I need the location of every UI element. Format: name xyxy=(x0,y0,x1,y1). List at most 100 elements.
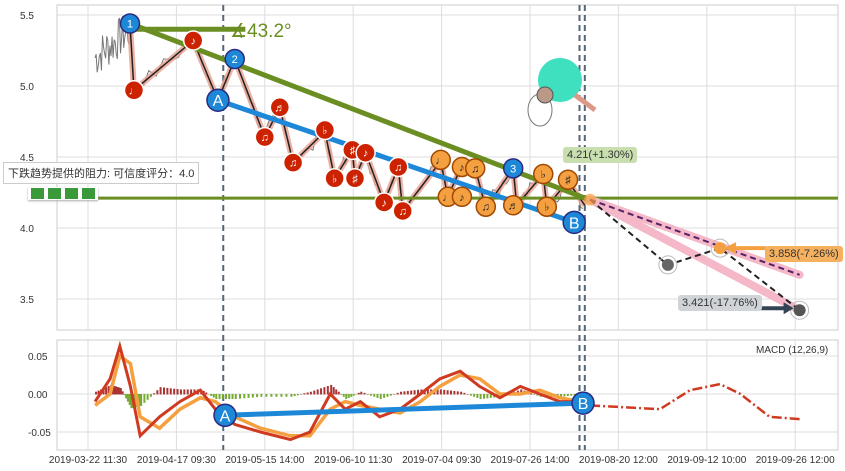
macd-histogram-bar xyxy=(153,393,156,395)
note-glyph-icon: ♯ xyxy=(565,175,571,187)
macd-wave-marker xyxy=(213,403,237,428)
macd-histogram-bar xyxy=(369,394,372,396)
macd-histogram-bar xyxy=(125,394,128,399)
macd-histogram-bar xyxy=(156,390,159,395)
macd-histogram-bar xyxy=(486,394,489,399)
x-tick-label: 2019-04-17 09:30 xyxy=(137,455,216,466)
x-tick-label: 2019-09-26 12:00 xyxy=(756,455,835,466)
macd-histogram-bar xyxy=(416,389,419,395)
wave-label-marker xyxy=(224,48,245,70)
macd-histogram-bar xyxy=(143,394,146,403)
note-glyph-icon: ♭ xyxy=(544,202,549,214)
wave-label-marker xyxy=(562,210,586,235)
note-marker xyxy=(388,156,409,178)
note-marker xyxy=(475,196,497,217)
wave-label: B xyxy=(569,215,580,232)
macd-histogram-bar xyxy=(231,394,234,400)
badge-icon xyxy=(82,188,95,199)
macd-histogram-bar xyxy=(363,392,366,395)
macd-histogram-bar xyxy=(210,394,213,397)
macd-histogram-bar xyxy=(251,394,254,398)
macd-line xyxy=(93,340,581,442)
macd-histogram-bar xyxy=(352,394,355,396)
paddle-handle-icon xyxy=(573,93,597,112)
macd-histogram-bar xyxy=(234,394,237,400)
note-marker xyxy=(451,186,473,208)
macd-histogram-bar xyxy=(186,389,189,395)
note-glyph-icon: ♪ xyxy=(459,162,465,174)
target2-arrow-icon xyxy=(783,302,794,315)
target-point xyxy=(714,242,727,255)
note-glyph-icon: ♫ xyxy=(261,132,269,144)
macd-histogram-bar xyxy=(460,391,463,395)
macd-panel-frame xyxy=(56,339,839,451)
note-glyph-icon: ♭ xyxy=(541,169,546,181)
macd-histogram-bar xyxy=(316,389,319,395)
y-tick-label: 5.0 xyxy=(20,82,34,93)
note-marker xyxy=(324,168,345,189)
macd-histogram-bar xyxy=(225,394,228,400)
note-glyph-icon: ♪ xyxy=(381,197,387,209)
note-glyph-icon: ♪ xyxy=(363,148,369,160)
macd-tick-label: -0.05 xyxy=(28,428,51,439)
macd-histogram-bar xyxy=(114,386,117,395)
macd-histogram-bar xyxy=(560,394,563,397)
x-tick-label: 2019-08-20 12:00 xyxy=(579,455,658,466)
target-point xyxy=(793,304,806,317)
wave-label-marker xyxy=(119,13,141,34)
macd-histogram-bar xyxy=(337,391,340,395)
macd-histogram-bar xyxy=(347,394,350,398)
macd-histogram-bar xyxy=(410,390,413,395)
macd-histogram-bar xyxy=(105,387,108,395)
macd-histogram-bar xyxy=(176,389,179,395)
projection-path xyxy=(589,198,801,312)
x-tick-label: 2019-09-12 10:00 xyxy=(667,455,746,466)
macd-histogram-bar xyxy=(483,394,486,399)
macd-histogram-bar xyxy=(389,394,392,396)
wave-label: A xyxy=(213,93,224,110)
macd-histogram-bar xyxy=(247,394,250,398)
macd-histogram-bar xyxy=(426,389,429,395)
macd-projection xyxy=(590,382,800,421)
macd-histogram-bar xyxy=(446,390,449,395)
x-tick-label: 2019-07-26 14:00 xyxy=(491,455,570,466)
x-tick-label: 2019-03-22 11:30 xyxy=(49,455,128,466)
macd-histogram-bar xyxy=(320,388,323,395)
macd-histogram-bar xyxy=(97,390,100,395)
macd-histogram-bar xyxy=(400,391,403,395)
macd-histogram-bar xyxy=(313,390,316,395)
y-tick-label: 4.5 xyxy=(20,153,34,164)
macd-histogram-bar xyxy=(149,394,152,397)
projection-alt-path xyxy=(589,198,800,276)
macd-histogram-bar xyxy=(119,388,122,395)
wave-label-marker xyxy=(206,88,230,112)
macd-histogram-bar xyxy=(190,389,193,395)
macd-histogram-bar xyxy=(570,394,573,396)
macd-histogram-bar xyxy=(296,394,299,396)
macd-histogram-bar xyxy=(275,394,278,397)
macd-histogram-bar xyxy=(221,394,224,400)
wave-label: 2 xyxy=(232,54,238,66)
macd-histogram-bar xyxy=(355,394,358,395)
macd-histogram-bar xyxy=(566,394,569,397)
macd-histogram-bar xyxy=(489,394,492,398)
note-glyph-icon: ♩ xyxy=(128,85,139,97)
note-marker xyxy=(533,163,554,185)
note-marker xyxy=(282,152,304,173)
note-glyph-icon: ♫ xyxy=(482,202,490,214)
macd-histogram-bar xyxy=(536,394,539,396)
macd-histogram-bar xyxy=(453,390,456,395)
badge-icon xyxy=(48,188,61,199)
macd-label: MACD (12,26,9) xyxy=(756,345,829,356)
note-marker xyxy=(536,196,558,217)
note-glyph-icon: ♪ xyxy=(459,192,465,204)
macd-histogram-bar xyxy=(207,394,210,395)
wave-label: 1 xyxy=(127,19,133,31)
badge-icon xyxy=(65,188,78,199)
note-glyph-icon: ♫ xyxy=(399,206,407,218)
macd-histogram-bar xyxy=(330,384,333,395)
target1-label: 3.858(-7.26%) xyxy=(765,246,843,262)
macd-histogram-bar xyxy=(183,389,186,395)
macd-histogram-bar xyxy=(256,394,259,398)
